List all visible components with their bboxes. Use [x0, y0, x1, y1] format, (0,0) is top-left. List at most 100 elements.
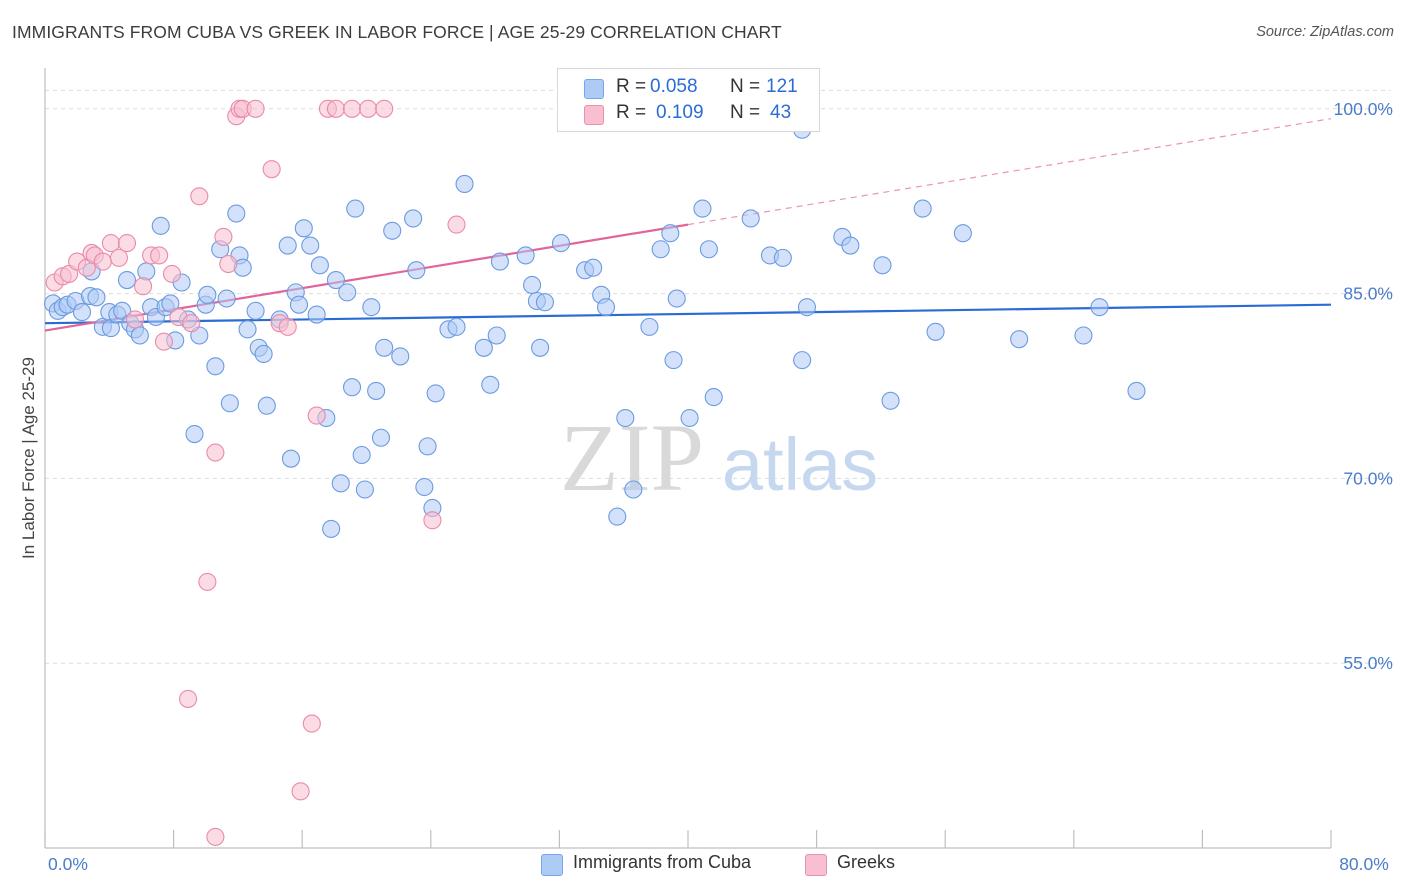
point-cuba [404, 209, 423, 228]
point-cuba [206, 357, 225, 376]
point-greeks [278, 317, 297, 336]
point-greeks [375, 99, 394, 118]
point-cuba [87, 288, 106, 307]
point-cuba [185, 424, 204, 444]
point-greeks [302, 714, 321, 733]
legend-n-value: 43 [770, 102, 792, 123]
point-greeks [246, 99, 265, 118]
point-greeks [117, 234, 137, 253]
point-cuba [773, 248, 792, 267]
point-greeks [182, 314, 201, 333]
point-cuba [1090, 298, 1109, 317]
y-tick-label: 55.0% [1343, 653, 1393, 673]
legend-n-value: 121 [766, 76, 798, 97]
point-cuba [338, 283, 357, 302]
point-cuba [680, 408, 699, 428]
point-cuba [289, 295, 309, 314]
series-legend: Immigrants from Cuba Greeks [0, 852, 1406, 880]
point-cuba [307, 305, 326, 324]
point-greeks [447, 215, 466, 234]
point-greeks [134, 277, 153, 296]
point-cuba [130, 326, 149, 345]
point-cuba [873, 256, 892, 275]
x-tick-label: 0.0% [48, 854, 88, 874]
legend-swatch-greeks [584, 105, 604, 125]
point-cuba [415, 477, 434, 497]
point-greeks [179, 689, 198, 708]
point-cuba [238, 320, 257, 339]
point-cuba [310, 256, 329, 275]
point-cuba [516, 246, 535, 265]
point-greeks [190, 187, 209, 206]
point-greeks [162, 264, 182, 283]
point-cuba [407, 261, 426, 280]
series-label-greeks: Greeks [837, 852, 896, 872]
point-cuba [953, 224, 972, 243]
point-cuba [455, 174, 474, 194]
point-cuba [331, 474, 350, 493]
point-greeks [109, 248, 128, 267]
point-cuba [1074, 326, 1093, 345]
point-greeks [307, 406, 326, 425]
point-greeks [291, 782, 310, 801]
y-axis-label: In Labor Force | Age 25-29 [19, 357, 38, 559]
point-cuba [346, 199, 365, 218]
point-cuba [220, 394, 239, 413]
legend-r-value: 0.058 [650, 76, 698, 97]
point-cuba [72, 303, 92, 322]
y-tick-label: 100.0% [1334, 99, 1393, 119]
point-cuba [926, 322, 945, 341]
legend-n-label: N = [730, 76, 761, 97]
point-greeks [150, 246, 169, 265]
watermark-atlas: atlas [722, 423, 878, 506]
point-cuba [490, 252, 509, 271]
point-greeks [198, 572, 217, 591]
trend-line-cuba [44, 303, 1332, 325]
point-cuba [481, 375, 500, 394]
tick-labels: 100.0% 85.0% 70.0% 55.0% 0.0% 80.0% [48, 99, 1393, 874]
point-cuba [383, 221, 402, 240]
point-greeks [326, 99, 346, 118]
point-cuba [371, 428, 391, 447]
legend-r-label: R = [616, 102, 647, 123]
point-greeks [219, 254, 238, 274]
point-cuba [117, 270, 137, 290]
point-greeks [423, 511, 442, 530]
x-tick-label: 80.0% [1339, 854, 1389, 874]
data-points [43, 99, 1146, 846]
point-cuba [487, 326, 506, 345]
point-cuba [281, 449, 300, 468]
point-cuba [841, 236, 860, 255]
point-cuba [661, 224, 680, 243]
point-cuba [301, 236, 320, 255]
point-cuba [584, 258, 603, 277]
point-cuba [447, 317, 466, 336]
legend-n-label: N = [730, 102, 761, 123]
point-cuba [596, 298, 616, 317]
point-cuba [793, 351, 812, 370]
point-cuba [246, 301, 265, 320]
point-cuba [217, 289, 236, 308]
point-cuba [426, 384, 445, 403]
point-cuba [418, 437, 437, 456]
point-cuba [342, 378, 362, 397]
point-greeks [154, 332, 174, 351]
point-cuba [881, 391, 900, 410]
point-cuba [367, 381, 386, 400]
source-label: Source: ZipAtlas.com [1256, 24, 1394, 40]
legend-r-value: 0.109 [656, 102, 704, 123]
point-cuba [704, 388, 723, 407]
series-label-cuba: Immigrants from Cuba [573, 852, 752, 872]
point-cuba [535, 293, 554, 312]
point-cuba [1127, 381, 1146, 400]
point-cuba [137, 262, 156, 281]
point-cuba [227, 204, 246, 223]
point-cuba [161, 294, 180, 313]
point-cuba [375, 338, 394, 357]
legend-r-label: R = [616, 76, 647, 97]
point-greeks [206, 827, 225, 846]
point-cuba [693, 199, 712, 218]
point-cuba [616, 408, 635, 428]
series-swatch-greeks [805, 854, 827, 876]
point-cuba [699, 240, 718, 259]
